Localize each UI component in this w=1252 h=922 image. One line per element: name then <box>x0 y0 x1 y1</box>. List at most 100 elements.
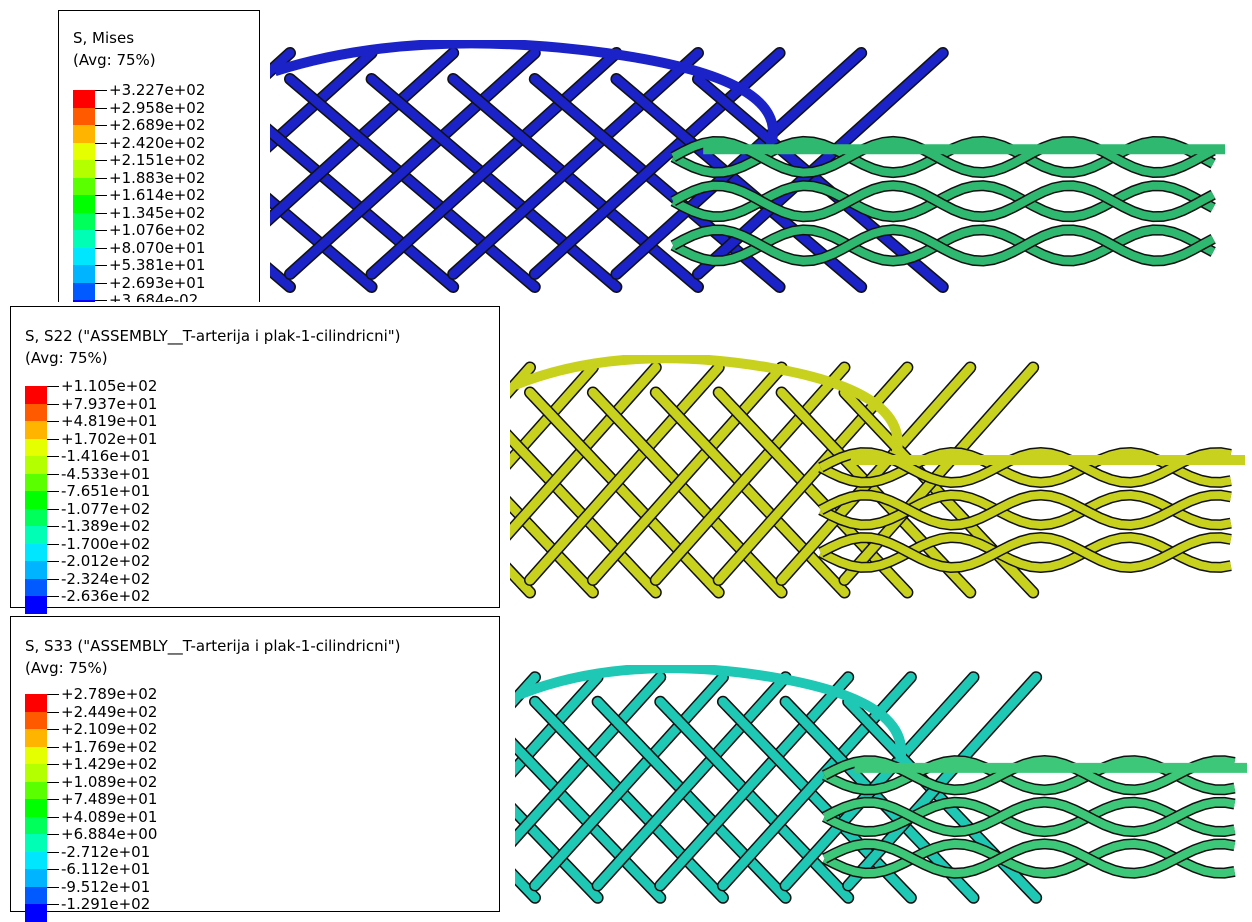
stent-arch <box>273 40 778 152</box>
legend-title: S, S33 ("ASSEMBLY__T-arterija i plak-1-c… <box>25 637 401 655</box>
stent-strut-outline <box>270 123 460 293</box>
stent-strut <box>270 264 295 292</box>
scale-tick <box>47 851 59 853</box>
stent-band <box>822 839 1236 878</box>
color-swatch <box>25 543 47 561</box>
scale-tick <box>47 421 59 422</box>
scale-tick <box>47 764 59 765</box>
color-swatch <box>25 834 47 852</box>
stent-strut-outline <box>510 429 662 599</box>
stent-mesh-mises <box>270 40 1225 293</box>
scale-label: +2.109e+02 <box>61 720 158 738</box>
scale-label: +1.105e+02 <box>61 377 158 395</box>
color-swatch <box>73 142 95 160</box>
stent-strut <box>270 48 458 225</box>
scale-tick <box>47 746 59 748</box>
legend-title: S, Mises <box>73 29 135 47</box>
color-swatch <box>25 421 47 439</box>
scale-label: -2.012e+02 <box>61 552 151 570</box>
stent-strut <box>285 48 540 279</box>
stent-band <box>671 137 1216 177</box>
stent-strut-outline <box>510 361 536 400</box>
scale-tick <box>47 456 59 457</box>
scale-label: +7.489e+01 <box>61 790 158 808</box>
scale-tick <box>47 799 59 800</box>
color-swatch <box>73 265 95 283</box>
color-swatch <box>73 212 95 230</box>
color-swatch <box>25 438 47 456</box>
scale-label: +6.884e+00 <box>61 825 158 843</box>
scale-tick <box>47 438 59 440</box>
stent-strut <box>525 363 724 585</box>
stent-arch <box>513 355 903 462</box>
stent-strut <box>515 672 665 845</box>
color-swatch <box>25 456 47 474</box>
scale-label: +4.089e+01 <box>61 807 158 826</box>
stent-strut <box>270 48 377 151</box>
stent-strut <box>515 870 540 903</box>
scale-tick <box>95 282 107 284</box>
stent-band <box>671 181 1216 221</box>
scale-label: -1.416e+01 <box>61 447 151 465</box>
stent-band <box>822 798 1236 836</box>
color-swatch <box>25 869 47 887</box>
stent-strut <box>510 431 661 597</box>
stent-strut <box>781 672 979 890</box>
stent-strut <box>510 363 661 539</box>
color-swatch <box>25 799 47 817</box>
scale-label: -4.533e+01 <box>61 464 151 483</box>
color-swatch <box>25 596 47 614</box>
stent-band <box>818 491 1232 530</box>
color-swatch <box>73 177 95 195</box>
scale-tick <box>47 526 59 527</box>
stent-strut <box>515 672 603 776</box>
stent-strut <box>530 672 728 890</box>
stent-strut-outline <box>515 737 667 904</box>
stent-band <box>818 533 1232 572</box>
scale-label: +5.381e+01 <box>109 256 206 274</box>
color-swatch <box>25 403 47 421</box>
color-swatch <box>25 473 47 491</box>
scale-label: +3.684e-02 <box>109 291 199 303</box>
legend-subtitle: (Avg: 75%) <box>73 51 156 69</box>
scale-tick <box>95 125 107 126</box>
scale-tick <box>47 694 59 695</box>
stent-strut-outline <box>510 562 536 599</box>
color-swatch <box>25 816 47 834</box>
scale-label: +1.769e+02 <box>61 737 158 756</box>
color-swatch <box>73 230 95 248</box>
scale-label: +3.227e+02 <box>109 81 206 99</box>
stent-strut <box>588 388 787 597</box>
scale-tick <box>95 230 107 231</box>
scale-tick <box>95 142 107 144</box>
stent-strut <box>515 739 665 903</box>
scale-tick <box>47 473 59 475</box>
scale-label: -1.700e+02 <box>61 534 151 553</box>
stent-strut <box>367 48 621 279</box>
color-swatch <box>25 886 47 904</box>
stent-strut <box>588 363 787 585</box>
stent-strut <box>510 363 535 397</box>
color-swatch <box>25 526 47 544</box>
scale-tick <box>47 578 59 580</box>
scale-tick <box>95 195 107 196</box>
color-swatch <box>73 300 95 302</box>
stent-strut <box>515 805 603 903</box>
scale-tick <box>95 90 107 91</box>
stent-strut <box>510 363 598 468</box>
stent-strut <box>840 363 1038 585</box>
color-swatch <box>25 578 47 596</box>
scale-label: +1.089e+02 <box>61 772 158 791</box>
scale-label: +1.614e+02 <box>109 186 206 204</box>
scale-label: -9.512e+01 <box>61 877 151 896</box>
scale-label: -1.389e+02 <box>61 517 151 535</box>
color-swatch <box>25 711 47 729</box>
scale-tick <box>47 491 59 492</box>
scale-label: -7.651e+01 <box>61 482 151 500</box>
stent-strut <box>510 498 598 597</box>
scale-label: -1.077e+02 <box>61 499 151 518</box>
stent-strut-outline <box>270 47 296 80</box>
scale-label: +1.345e+02 <box>109 203 206 222</box>
stent-strut <box>530 697 728 903</box>
stent-strut <box>655 697 853 903</box>
